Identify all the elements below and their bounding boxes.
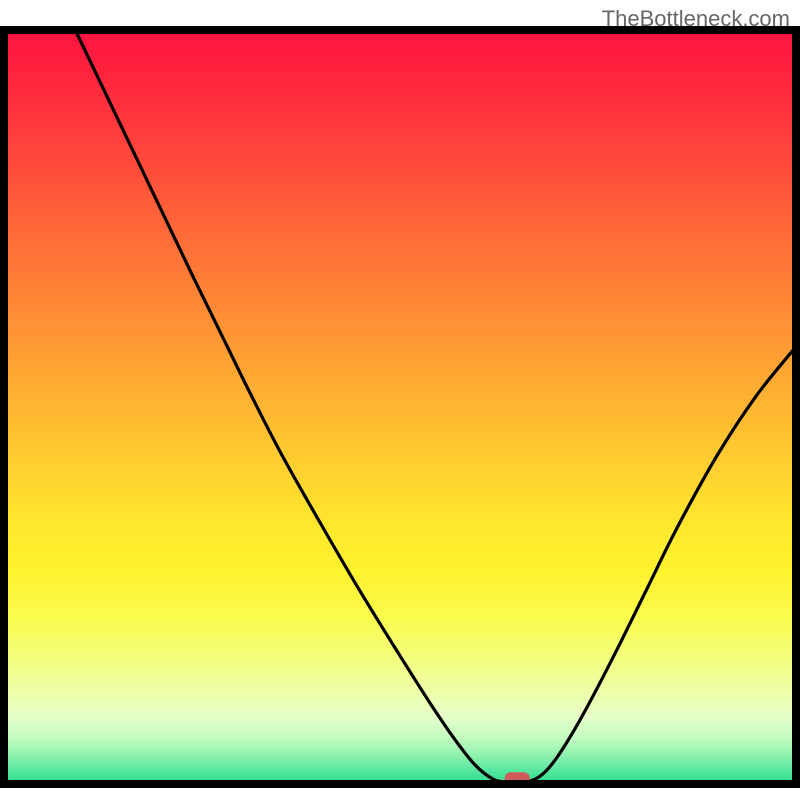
bottleneck-chart: TheBottleneck.com bbox=[0, 0, 800, 800]
watermark-text: TheBottleneck.com bbox=[602, 6, 790, 32]
gradient-background bbox=[4, 30, 796, 784]
chart-svg bbox=[0, 0, 800, 800]
